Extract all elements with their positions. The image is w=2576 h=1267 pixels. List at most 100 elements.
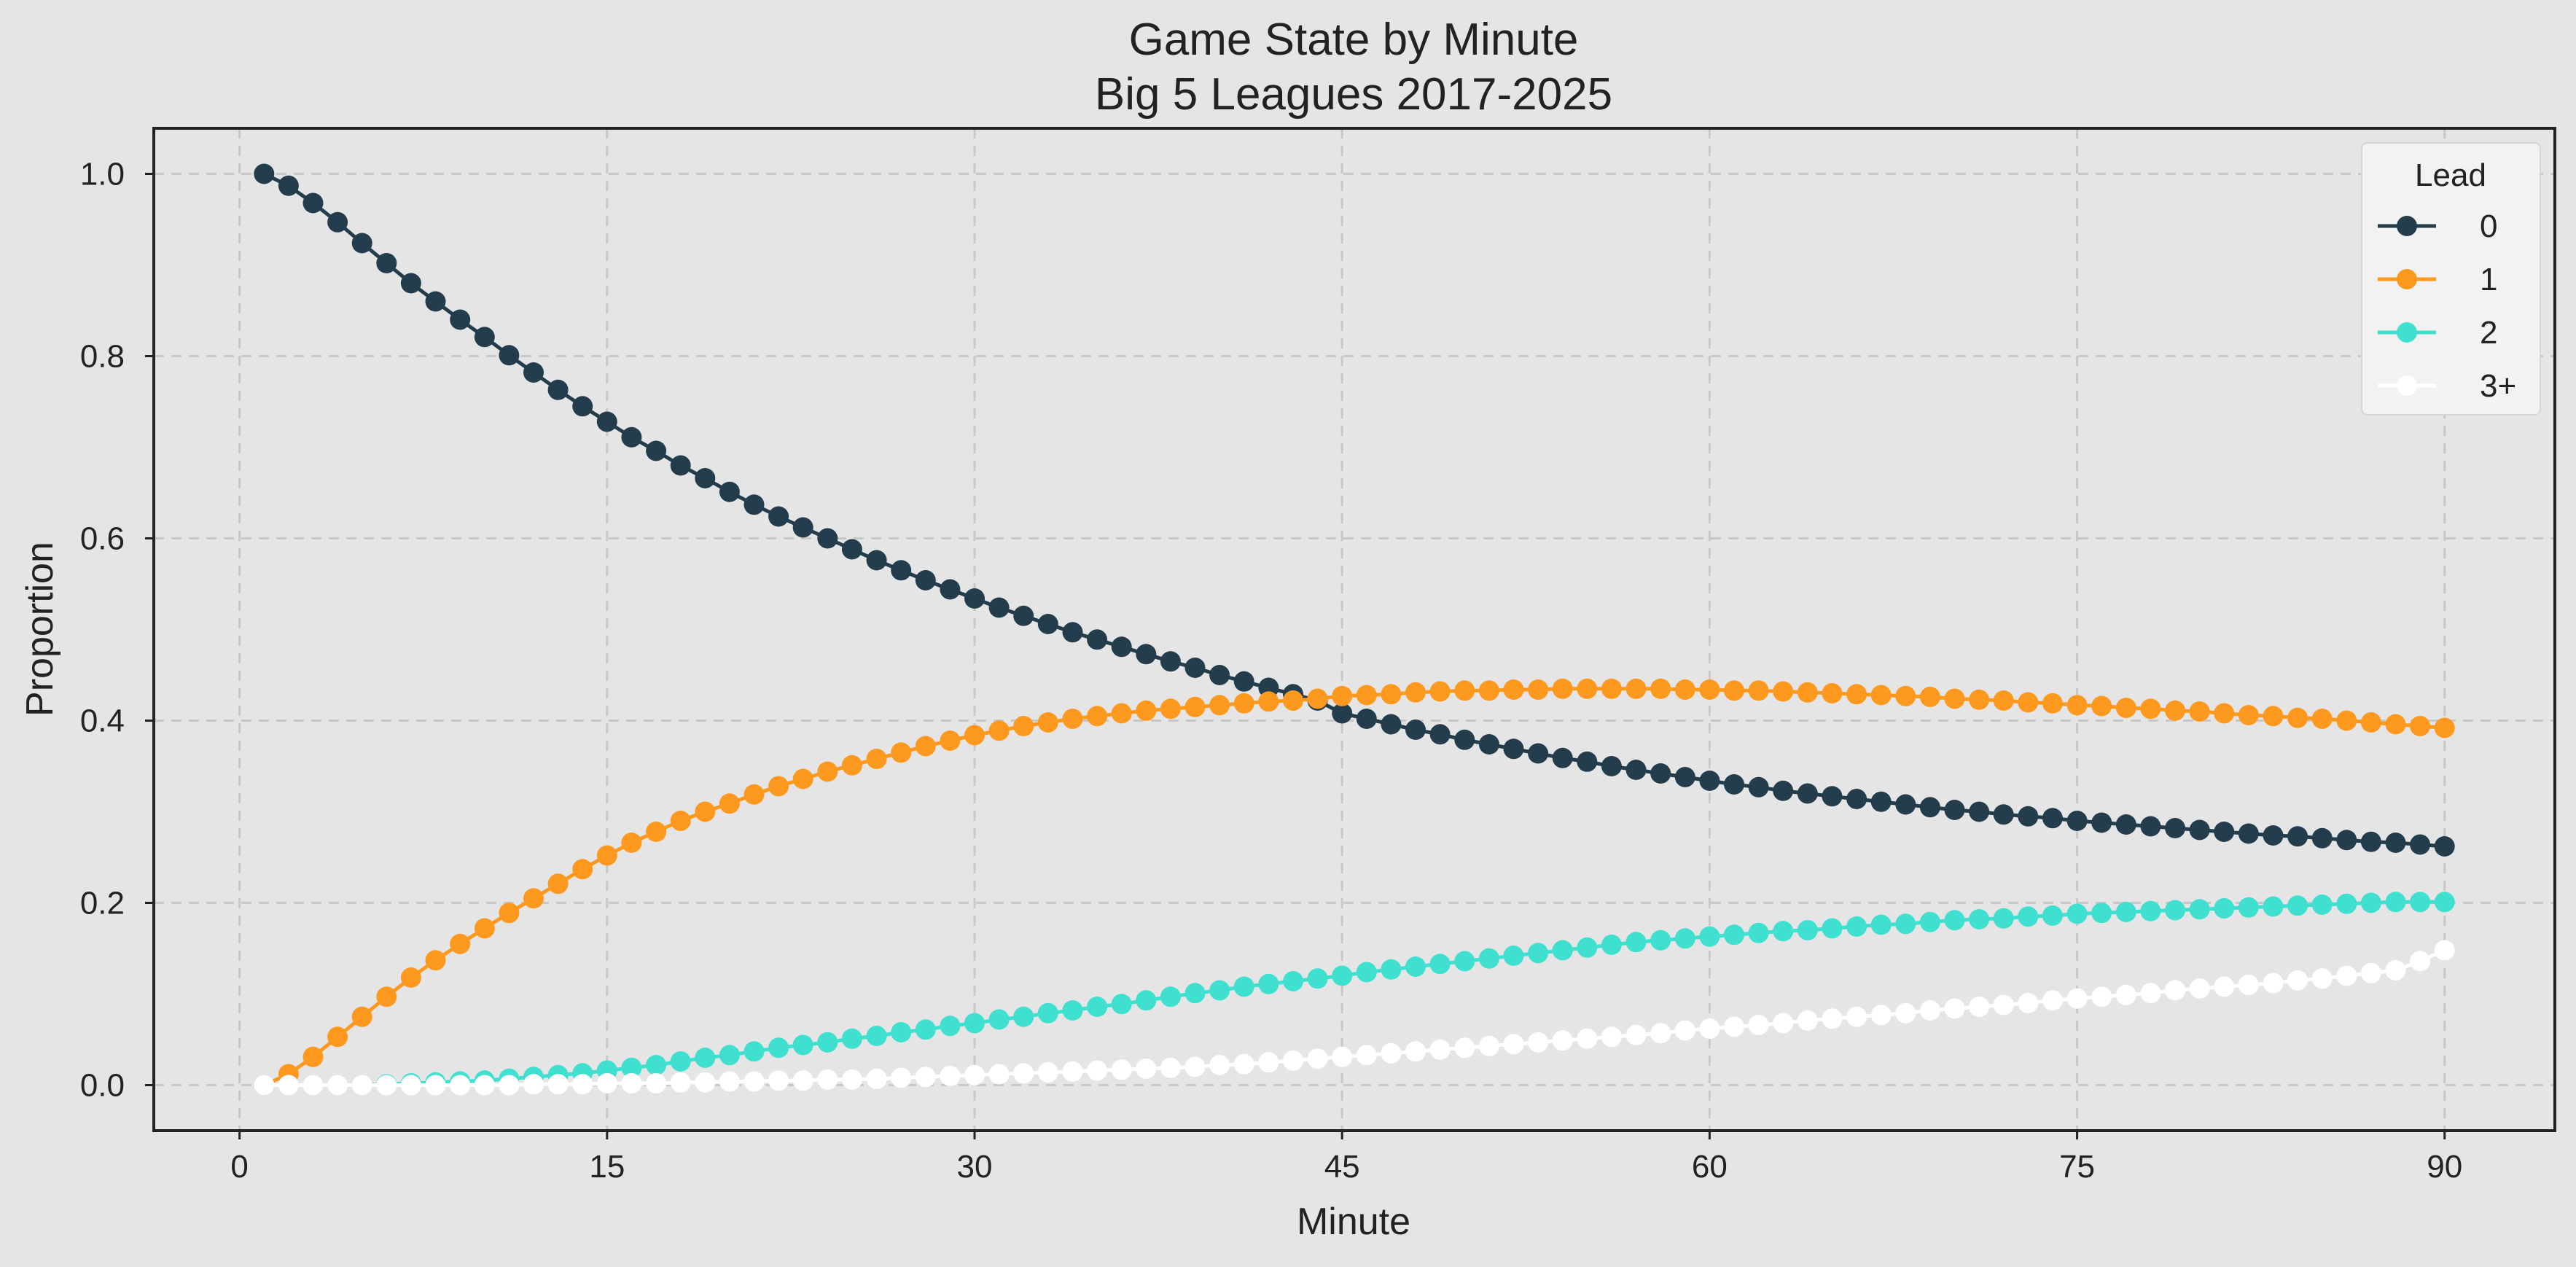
data-point	[1895, 913, 1916, 935]
data-point	[1601, 756, 1622, 776]
data-point	[940, 1066, 961, 1086]
data-point	[695, 1072, 716, 1093]
data-point	[572, 859, 593, 880]
data-point	[2263, 825, 2284, 846]
data-point	[278, 1075, 299, 1096]
x-tick-label: 75	[2059, 1149, 2095, 1185]
data-point	[1724, 1016, 1744, 1037]
data-point	[1944, 998, 1965, 1019]
data-point	[499, 1075, 520, 1096]
data-point	[1674, 928, 1695, 949]
data-point	[817, 1032, 838, 1053]
data-point	[2189, 899, 2210, 920]
data-point	[1919, 797, 1940, 818]
data-point	[1454, 1037, 1475, 1059]
data-point	[1013, 1063, 1034, 1084]
data-point	[2336, 830, 2357, 851]
data-point	[866, 550, 887, 571]
legend-swatch-marker	[2397, 269, 2417, 289]
data-point	[2385, 960, 2406, 981]
data-point	[1111, 1059, 1132, 1080]
data-point	[327, 211, 348, 233]
data-point	[1258, 691, 1279, 712]
data-point	[1136, 700, 1157, 721]
data-point	[1136, 1059, 1157, 1079]
data-point	[1870, 1005, 1892, 1026]
data-point	[719, 1071, 740, 1092]
data-point	[2410, 951, 2431, 972]
data-point	[1748, 1015, 1769, 1035]
legend-box	[2361, 142, 2541, 416]
plot-background	[154, 128, 2555, 1131]
data-point	[1160, 986, 1181, 1007]
data-point	[1674, 767, 1695, 787]
data-point	[1993, 994, 2014, 1015]
data-point	[1625, 932, 1647, 953]
legend-entry-0: 0	[2378, 208, 2497, 244]
data-point	[1062, 709, 1083, 729]
data-point	[2091, 695, 2112, 717]
data-point	[621, 1057, 642, 1078]
data-point	[1478, 948, 1499, 969]
data-point	[1381, 1042, 1402, 1064]
data-point	[572, 396, 593, 417]
data-point	[2434, 717, 2455, 738]
data-point	[1307, 968, 1328, 989]
data-point	[1969, 689, 1990, 710]
data-point	[1846, 684, 1867, 705]
data-point	[891, 1067, 912, 1088]
data-point	[1969, 801, 1990, 822]
data-point	[2066, 988, 2088, 1009]
data-point	[1429, 954, 1451, 975]
data-point	[1087, 629, 1108, 650]
data-point	[1577, 937, 1598, 958]
data-point	[1087, 706, 1108, 727]
data-point	[1283, 1050, 1303, 1071]
data-point	[1773, 780, 1794, 801]
data-point	[547, 873, 569, 894]
data-point	[1209, 665, 1230, 685]
x-axis-label: Minute	[1297, 1201, 1410, 1243]
data-point	[1601, 935, 1622, 955]
data-point	[646, 822, 667, 842]
series-1	[254, 678, 2455, 1096]
legend-entries: 0 1 2 3+	[2378, 208, 2516, 404]
data-point	[1650, 678, 1671, 699]
data-point	[1625, 1024, 1647, 1045]
data-point	[1625, 678, 1647, 699]
data-point	[1405, 720, 1426, 740]
data-point	[1381, 684, 1402, 705]
data-point	[1552, 678, 1573, 699]
data-point	[866, 1068, 887, 1089]
data-point	[1429, 1039, 1451, 1060]
data-point	[2140, 983, 2161, 1004]
data-point	[2091, 986, 2112, 1007]
data-point	[1037, 1062, 1058, 1083]
data-point	[2115, 902, 2136, 922]
data-point	[2140, 816, 2161, 837]
data-point	[768, 506, 789, 527]
data-point	[1111, 994, 1132, 1015]
data-point	[1233, 1053, 1254, 1075]
data-point	[1969, 997, 1990, 1017]
data-point	[1895, 1002, 1916, 1024]
data-point	[2360, 831, 2381, 852]
data-point	[1037, 614, 1058, 634]
data-point	[1062, 622, 1083, 643]
data-point	[670, 1072, 691, 1093]
data-point	[1087, 1060, 1108, 1081]
data-point	[1577, 751, 1598, 772]
data-point	[351, 1075, 372, 1096]
data-point	[841, 1069, 862, 1090]
data-point	[964, 725, 985, 746]
data-point	[351, 233, 372, 254]
x-tick-label: 60	[1692, 1149, 1728, 1185]
data-point	[1870, 914, 1892, 935]
data-point	[327, 1026, 348, 1048]
data-point	[1625, 760, 1647, 780]
data-point	[303, 1046, 324, 1067]
data-point	[1405, 1041, 1426, 1062]
data-point	[2434, 940, 2455, 961]
data-point	[2360, 892, 2381, 913]
